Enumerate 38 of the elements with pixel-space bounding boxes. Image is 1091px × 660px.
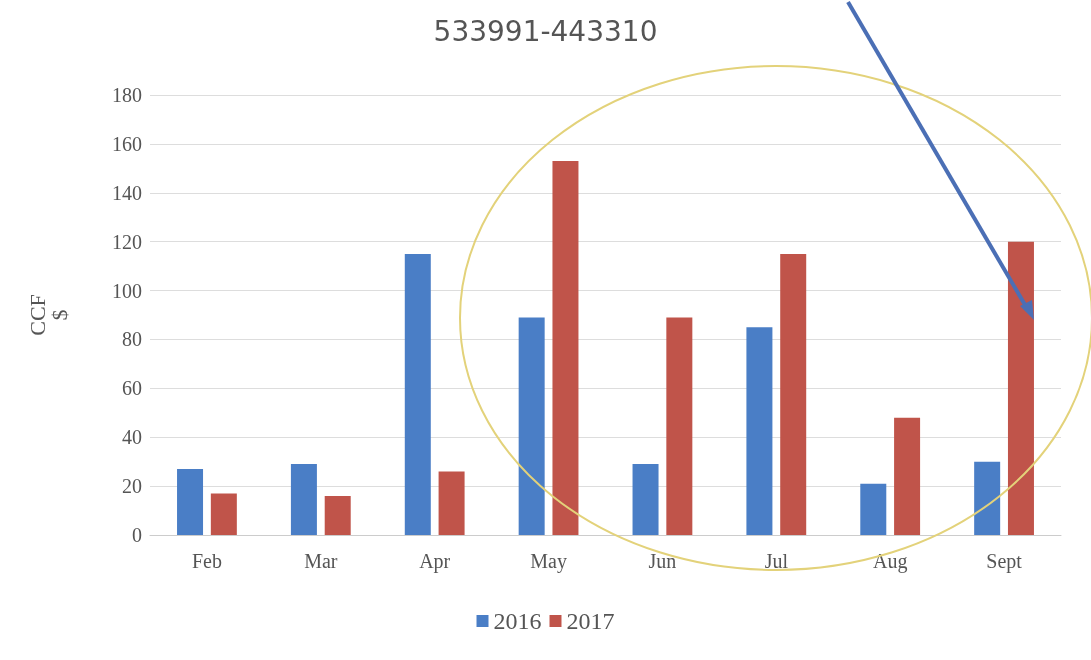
x-tick-label: Mar [304, 550, 338, 572]
y-tick-label: 0 [132, 524, 142, 546]
legend-label: 2016 [493, 608, 542, 634]
y-tick-label: 120 [112, 230, 142, 253]
bar [632, 464, 659, 535]
y-tick-label: 40 [122, 426, 142, 449]
x-tick-label: Feb [191, 550, 222, 572]
y-axis-title: CCF $ [24, 294, 72, 336]
x-tick-label: Jun [648, 550, 677, 572]
y-tick-label: 100 [112, 279, 142, 302]
y-tick-label: 20 [122, 475, 142, 498]
bar [1007, 241, 1034, 535]
x-tick-label: Jul [764, 550, 789, 572]
bar [666, 317, 693, 535]
y-tick-label: 60 [122, 377, 142, 400]
y-tick-label: 160 [112, 132, 142, 155]
y-tick-label: 80 [122, 328, 142, 351]
x-tick-label: Aug [872, 550, 908, 573]
bar [860, 483, 887, 535]
bar [438, 471, 465, 535]
y-tick-label: 140 [112, 181, 142, 204]
bar [552, 161, 579, 535]
bar [780, 253, 807, 535]
chart-title: 533991-443310 [433, 14, 658, 48]
bar [518, 317, 545, 535]
legend-label: 2017 [566, 608, 615, 634]
bar [177, 469, 204, 535]
y-tick-label: 180 [112, 84, 142, 106]
bar [974, 461, 1001, 535]
bar [324, 495, 351, 535]
bar [290, 464, 317, 535]
bar [404, 253, 431, 535]
x-tick-label: Sept [986, 550, 1023, 573]
bar [894, 417, 921, 535]
bar [746, 327, 773, 535]
x-tick-label: Apr [419, 550, 451, 573]
bar [210, 493, 237, 535]
x-tick-label: May [530, 550, 567, 573]
